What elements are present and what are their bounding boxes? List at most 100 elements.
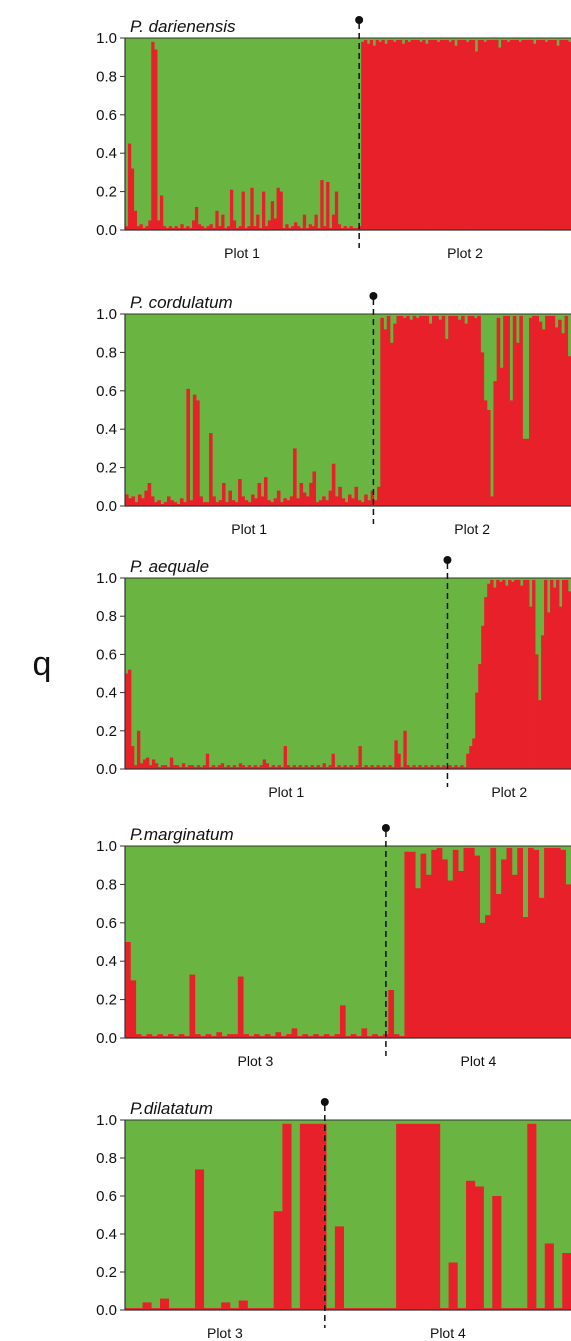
admixture-bar [331, 753, 335, 769]
admixture-bar [151, 759, 156, 769]
admixture-bar [322, 496, 326, 506]
admixture-bar [393, 41, 397, 231]
admixture-bar [550, 579, 554, 769]
admixture-bar [518, 41, 522, 231]
admixture-bar [301, 767, 305, 769]
admixture-bar [559, 39, 563, 230]
admixture-bar [299, 228, 304, 230]
admixture-bar [495, 894, 502, 1038]
admixture-bar [378, 1308, 388, 1310]
admixture-bar [516, 342, 520, 506]
admixture-bar [298, 765, 302, 769]
admixture-bar [280, 1036, 287, 1038]
admixture-bar [501, 39, 505, 230]
admixture-bar [157, 500, 161, 506]
admixture-bar [296, 498, 300, 506]
admixture-bar [559, 606, 563, 769]
admixture-bar [548, 315, 552, 506]
admixture-bar [148, 220, 152, 230]
admixture-bar [189, 500, 194, 506]
admixture-bar [483, 400, 488, 506]
admixture-bar [210, 1036, 217, 1038]
admixture-bar [406, 765, 410, 769]
admixture-bar [413, 1123, 423, 1310]
y-tick-label: 0.4 [96, 953, 117, 970]
divider-marker [381, 824, 390, 832]
admixture-bar [383, 329, 388, 506]
admixture-bar [403, 730, 407, 769]
y-tick-label: 0.4 [96, 1226, 117, 1243]
admixture-bar [381, 39, 385, 230]
admixture-bar [428, 39, 432, 230]
admixture-bar [334, 1034, 341, 1038]
admixture-bar [214, 767, 219, 769]
admixture-bar [318, 1036, 325, 1038]
admixture-bar [181, 763, 186, 769]
admixture-bar [276, 187, 280, 230]
admixture-bar [235, 767, 240, 769]
y-tick-label: 0.2 [96, 992, 117, 1009]
admixture-bar [130, 746, 135, 769]
admixture-bar [253, 1034, 260, 1038]
admixture-bar [253, 765, 258, 769]
admixture-bar [361, 767, 365, 769]
admixture-bar [457, 1308, 467, 1310]
admixture-bar [175, 765, 180, 769]
admixture-bar [291, 226, 295, 230]
admixture-bar [305, 228, 309, 230]
admixture-bar [235, 228, 240, 230]
admixture-bar [361, 41, 365, 231]
admixture-bar [458, 870, 464, 1038]
admixture-bar [481, 625, 485, 769]
admixture-bar [562, 1253, 571, 1310]
admixture-bar [425, 315, 430, 506]
admixture-bar [373, 500, 378, 506]
admixture-bar [243, 1034, 249, 1038]
admixture-bar [550, 39, 554, 230]
admixture-bar [568, 41, 571, 231]
admixture-bar [545, 315, 549, 506]
admixture-bar [316, 765, 320, 769]
admixture-bar [351, 498, 355, 506]
admixture-bar [173, 502, 178, 506]
chart-panel: 0.0 0.2 0.4 0.6 0.8 1.0 P. cordulatum Plot 1 Plo… [96, 292, 571, 537]
group-label: Plot 1 [231, 521, 267, 537]
admixture-bar [192, 220, 196, 230]
admixture-bar [325, 767, 329, 769]
admixture-bar [536, 1308, 546, 1310]
admixture-bar [159, 195, 164, 230]
admixture-bar [558, 319, 562, 506]
admixture-bar [512, 315, 517, 506]
admixture-bar [169, 757, 174, 769]
admixture-bar [486, 39, 490, 230]
admixture-bar [238, 479, 242, 506]
admixture-bar [335, 496, 339, 506]
admixture-bar [176, 504, 181, 506]
admixture-bar [380, 317, 384, 506]
admixture-bar [432, 315, 436, 506]
admixture-bar [377, 1036, 384, 1038]
admixture-bar [444, 338, 449, 506]
admixture-bar [256, 767, 261, 769]
admixture-bar [506, 315, 510, 506]
admixture-bar [131, 496, 136, 506]
admixture-bar [514, 579, 518, 769]
admixture-bar [390, 342, 394, 506]
admixture-bar [483, 41, 487, 231]
admixture-bar [334, 1226, 344, 1310]
admixture-bar [506, 41, 511, 231]
admixture-bar [299, 1123, 309, 1310]
admixture-bar [370, 765, 374, 769]
chart-panel: 0.0 0.2 0.4 0.6 0.8 1.0 P.dilatatum Plot 3 Plot … [96, 1098, 571, 1341]
admixture-bar [139, 763, 144, 769]
admixture-bar [407, 41, 412, 231]
admixture-bar [422, 39, 426, 230]
y-tick-label: 0.6 [96, 1188, 117, 1205]
admixture-bar [541, 329, 546, 506]
admixture-bar [530, 39, 534, 230]
admixture-bar [273, 218, 277, 230]
admixture-bar [170, 500, 174, 506]
admixture-bar [454, 315, 459, 506]
admixture-bar [393, 323, 397, 506]
admixture-bar [232, 765, 237, 769]
